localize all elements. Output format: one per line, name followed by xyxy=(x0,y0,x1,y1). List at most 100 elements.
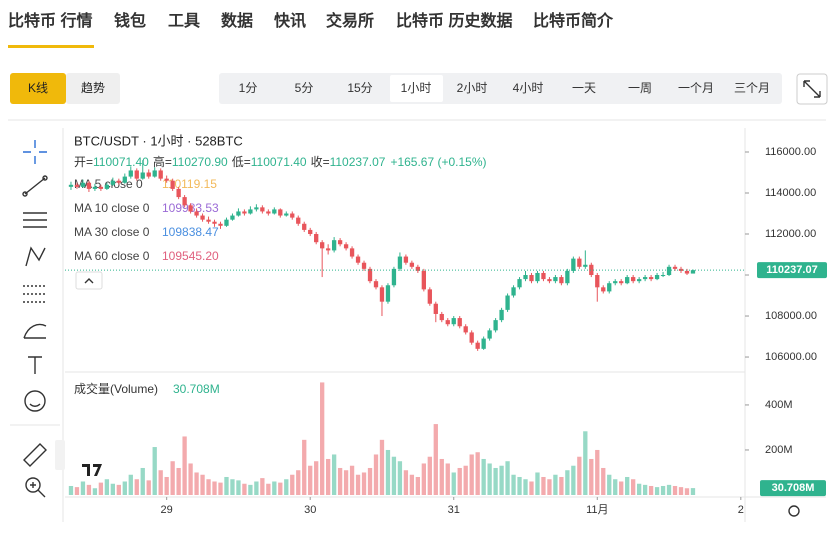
volume-bar xyxy=(68,485,74,495)
candle-body xyxy=(415,266,421,271)
volume-bar xyxy=(116,484,121,495)
ma-name: MA 10 close 0 xyxy=(74,201,150,215)
volume-title: 成交量(Volume) xyxy=(74,381,158,396)
x-tick-label: 11月 xyxy=(586,504,608,516)
volume-bar xyxy=(296,470,301,495)
nav-item[interactable]: 快讯 xyxy=(274,11,306,30)
volume-bar xyxy=(260,478,265,495)
nav-item[interactable]: 比特币 历史数据 xyxy=(396,11,512,30)
candle-body xyxy=(224,219,229,226)
volume-bar xyxy=(571,465,576,495)
candle-body xyxy=(314,234,319,243)
volume-bar xyxy=(469,454,474,495)
interval[interactable]: 一个月 xyxy=(678,81,714,95)
y2-tick-label: 200M xyxy=(765,444,793,456)
nav-item[interactable]: 数据 xyxy=(221,11,253,30)
volume-bar xyxy=(607,474,612,495)
nav-item[interactable]: 比特币 行情 xyxy=(8,11,92,30)
nav-item[interactable]: 交易所 xyxy=(326,11,374,30)
candle-body xyxy=(236,211,241,216)
volume-bar xyxy=(349,465,355,495)
candle-body xyxy=(194,211,199,216)
kline-tab[interactable] xyxy=(10,73,66,104)
volume-bar xyxy=(379,439,385,495)
trend-tab[interactable] xyxy=(66,73,120,104)
nav-item[interactable]: 工具 xyxy=(168,12,200,30)
volume-bar xyxy=(242,483,247,495)
candle-body xyxy=(636,279,642,282)
volume-bar xyxy=(517,476,522,495)
candle-body xyxy=(182,197,187,206)
ma-name: MA 30 close 0 xyxy=(74,225,150,239)
candle-body xyxy=(577,258,582,267)
candle-body xyxy=(433,303,438,314)
volume-bar xyxy=(636,483,642,495)
drawing-tools[interactable] xyxy=(10,140,60,498)
volume-bar xyxy=(481,458,486,495)
y-tick-label: 112000.00 xyxy=(765,228,816,240)
volume-bar xyxy=(254,481,259,495)
volume-bar xyxy=(547,479,552,495)
interval[interactable]: 1分 xyxy=(239,81,258,95)
settings-icon[interactable] xyxy=(788,505,800,517)
volume-bar xyxy=(660,485,666,495)
interval[interactable]: 2小时 xyxy=(457,81,488,95)
candle-body xyxy=(487,330,492,339)
candle-body xyxy=(164,178,169,181)
volume-value: 30.708M xyxy=(173,382,220,396)
chart-title: BTC/USDT · 1小时 · 528BTC xyxy=(74,133,243,148)
collapse-tools[interactable] xyxy=(55,440,65,470)
candle-body xyxy=(146,172,151,177)
volume-bar xyxy=(367,467,373,495)
candle-body xyxy=(176,188,181,198)
candle-body xyxy=(469,332,474,343)
candle-body xyxy=(296,217,301,224)
collapse-legend[interactable] xyxy=(75,271,103,290)
candle-body xyxy=(80,182,86,187)
volume-bar xyxy=(278,482,283,495)
candle-body xyxy=(379,287,385,302)
candle-body xyxy=(212,221,217,224)
candle-body xyxy=(337,240,343,245)
volume-bar xyxy=(397,461,403,495)
candle-body xyxy=(349,248,355,257)
candle-body xyxy=(122,176,127,183)
volume-bar xyxy=(463,465,468,495)
candle-body xyxy=(367,268,373,282)
interval[interactable]: 15分 xyxy=(347,81,372,95)
volume-bar xyxy=(631,479,636,495)
interval[interactable]: 5分 xyxy=(295,81,314,95)
interval[interactable]: 1小时 xyxy=(401,81,432,95)
last-volume: 30.708M xyxy=(772,482,815,494)
candle-body xyxy=(541,272,546,280)
candle-body xyxy=(403,256,409,263)
volume-bar xyxy=(403,470,409,495)
volume-bar xyxy=(134,479,139,495)
candle-body xyxy=(648,277,654,280)
candle-body xyxy=(308,229,313,235)
volume-bar xyxy=(272,481,277,495)
candle-body xyxy=(116,180,121,183)
interval[interactable]: 一周 xyxy=(628,81,652,95)
volume-bar xyxy=(499,465,504,495)
nav-item[interactable]: 钱包 xyxy=(114,11,146,30)
volume-bar xyxy=(684,488,690,495)
volume-bar xyxy=(86,484,92,495)
volume-bar xyxy=(248,484,253,495)
candle-body xyxy=(601,287,606,292)
nav-item[interactable]: 比特币简介 xyxy=(533,11,614,30)
interval[interactable]: 4小时 xyxy=(513,81,544,95)
y-tick-label: 106000.00 xyxy=(765,351,817,363)
volume-bar xyxy=(218,482,223,495)
volume-bar xyxy=(337,467,343,495)
volume-bar xyxy=(391,456,397,495)
volume-bar xyxy=(619,481,624,495)
interval[interactable]: 一天 xyxy=(572,81,596,95)
candle-body xyxy=(254,207,259,210)
volume-bar xyxy=(325,458,331,495)
interval[interactable]: 三个月 xyxy=(734,81,770,95)
candle-body xyxy=(218,223,223,226)
volume-bar xyxy=(212,481,217,495)
volume-bar xyxy=(158,470,163,495)
